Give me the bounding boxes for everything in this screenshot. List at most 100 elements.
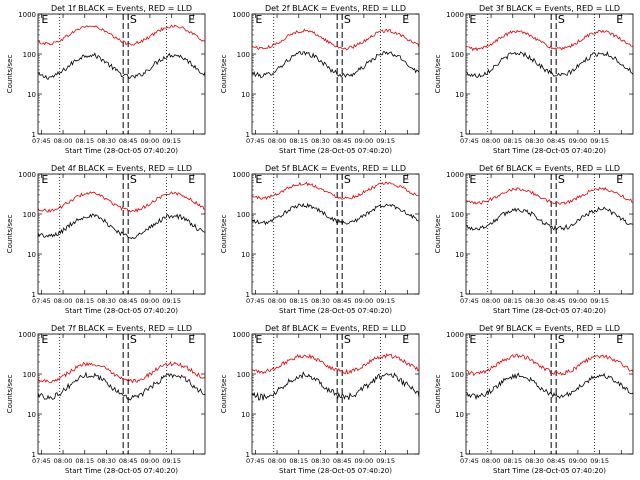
y-tick-label: 1: [32, 451, 36, 459]
x-tick-label: 08:15: [75, 137, 94, 145]
event-marker: S: [130, 173, 137, 186]
x-axis-label: Start Time (28-Oct-05 07:40:20): [65, 307, 178, 315]
x-tick-label: 08:30: [525, 457, 544, 465]
chart-title: Det 6f BLACK = Events, RED = LLD: [479, 164, 620, 173]
y-tick-label: 10: [455, 251, 464, 259]
event-marker: E: [616, 333, 623, 346]
y-tick-label: 1: [460, 291, 464, 299]
y-tick-label: 10: [241, 411, 250, 419]
series-line-lld: [465, 353, 634, 377]
series-line-events: [465, 206, 634, 232]
y-tick-label: 1000: [18, 331, 36, 339]
y-axis-label: Counts/sec: [220, 375, 228, 414]
y-axis-label: Counts/sec: [6, 55, 14, 94]
x-tick-label: 08:45: [119, 457, 138, 465]
y-tick-label: 1: [246, 131, 250, 139]
event-marker: E: [469, 333, 476, 346]
x-tick-label: 08:15: [289, 297, 308, 305]
event-marker: S: [344, 173, 351, 186]
y-tick-label: 10: [27, 251, 36, 259]
event-marker: E: [41, 333, 48, 346]
y-tick-label: 1: [32, 131, 36, 139]
x-tick-label: 08:15: [503, 457, 522, 465]
x-tick-label: 09:00: [569, 297, 588, 305]
y-tick-label: 10: [455, 411, 464, 419]
chart-panel-9: Det 9f BLACK = Events, RED = LLD 1 10 100 10…: [434, 324, 634, 475]
event-marker: E: [255, 173, 262, 186]
x-tick-label: 08:30: [525, 297, 544, 305]
y-tick-label: 1: [460, 451, 464, 459]
event-marker: S: [344, 333, 351, 346]
x-tick-label: 09:15: [590, 137, 609, 145]
chart-panel-7: Det 7f BLACK = Events, RED = LLD 1 10 100 10…: [6, 324, 206, 475]
series-line-lld: [251, 181, 420, 201]
x-tick-label: 08:45: [547, 297, 566, 305]
x-tick-label: 07:45: [246, 457, 265, 465]
x-tick-label: 09:15: [376, 137, 395, 145]
x-tick-label: 07:45: [460, 137, 479, 145]
x-tick-label: 08:30: [311, 457, 330, 465]
y-tick-label: 10: [241, 91, 250, 99]
event-marker: E: [188, 13, 195, 26]
y-tick-label: 1000: [446, 11, 464, 19]
series-line-events: [465, 372, 634, 401]
x-tick-label: 09:00: [355, 137, 374, 145]
x-axis-label: Start Time (28-Oct-05 07:40:20): [279, 467, 392, 475]
x-tick-label: 08:15: [289, 457, 308, 465]
plot-frame: [251, 333, 420, 455]
y-tick-label: 1000: [18, 11, 36, 19]
series-line-lld: [251, 353, 420, 375]
event-marker: E: [402, 13, 409, 26]
event-marker: S: [558, 173, 565, 186]
x-tick-label: 08:00: [482, 457, 501, 465]
x-tick-label: 08:45: [333, 297, 352, 305]
y-tick-label: 100: [23, 371, 36, 379]
y-tick-label: 100: [23, 51, 36, 59]
y-tick-label: 10: [455, 91, 464, 99]
x-tick-label: 08:00: [268, 137, 287, 145]
x-tick-label: 09:15: [162, 137, 181, 145]
series-line-lld: [251, 28, 420, 51]
y-tick-label: 1000: [232, 171, 250, 179]
x-tick-label: 08:00: [482, 137, 501, 145]
x-tick-label: 09:15: [162, 297, 181, 305]
y-tick-label: 100: [237, 51, 250, 59]
series-line-lld: [37, 361, 206, 384]
x-tick-label: 08:00: [268, 297, 287, 305]
x-tick-label: 09:15: [162, 457, 181, 465]
event-marker: E: [469, 13, 476, 26]
y-axis-label: Counts/sec: [220, 55, 228, 94]
x-axis-label: Start Time (28-Oct-05 07:40:20): [279, 307, 392, 315]
x-tick-label: 09:00: [355, 297, 374, 305]
y-tick-label: 1: [246, 451, 250, 459]
y-axis-label: Counts/sec: [220, 215, 228, 254]
plot-frame: [37, 13, 206, 135]
chart-title: Det 4f BLACK = Events, RED = LLD: [51, 164, 192, 173]
x-tick-label: 07:45: [460, 297, 479, 305]
x-axis-label: Start Time (28-Oct-05 07:40:20): [279, 147, 392, 155]
series-line-events: [465, 50, 634, 79]
y-tick-label: 1000: [18, 171, 36, 179]
series-line-lld: [465, 29, 634, 52]
plot-frame: [251, 13, 420, 135]
plot-frame: [37, 173, 206, 295]
series-line-events: [251, 50, 420, 79]
x-tick-label: 09:00: [141, 297, 160, 305]
x-tick-label: 07:45: [246, 137, 265, 145]
y-tick-label: 100: [451, 211, 464, 219]
series-line-lld: [37, 191, 206, 213]
series-line-events: [37, 213, 206, 240]
event-marker: E: [402, 333, 409, 346]
chart-title: Det 7f BLACK = Events, RED = LLD: [51, 324, 192, 333]
event-marker: E: [188, 333, 195, 346]
x-tick-label: 08:00: [54, 137, 73, 145]
x-tick-label: 08:45: [547, 137, 566, 145]
x-tick-label: 09:00: [141, 457, 160, 465]
y-axis-label: Counts/sec: [6, 375, 14, 414]
x-axis-label: Start Time (28-Oct-05 07:40:20): [65, 467, 178, 475]
y-tick-label: 10: [241, 251, 250, 259]
y-tick-label: 1000: [232, 11, 250, 19]
y-tick-label: 100: [237, 211, 250, 219]
chart-panel-3: Det 3f BLACK = Events, RED = LLD 1 10 100 10…: [434, 4, 634, 155]
y-tick-label: 1: [460, 131, 464, 139]
